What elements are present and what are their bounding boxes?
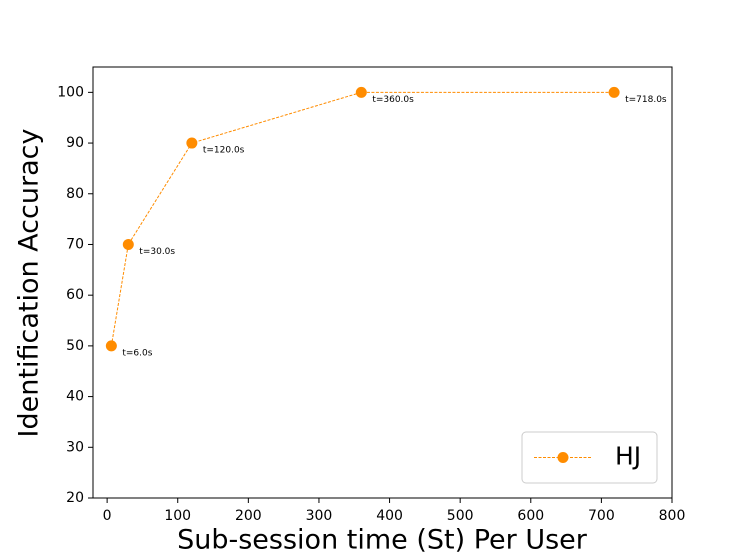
y-tick-label: 100 <box>57 84 84 100</box>
y-axis-label: Identification Accuracy <box>14 129 45 438</box>
y-tick-label: 50 <box>66 338 84 354</box>
x-tick-label: 700 <box>588 508 615 524</box>
legend-label: HJ <box>615 442 641 471</box>
y-tick-label: 20 <box>66 490 84 506</box>
x-tick-label: 500 <box>447 508 474 524</box>
y-tick-label: 80 <box>66 186 84 202</box>
point <box>608 86 620 98</box>
series-line <box>110 91 615 346</box>
point <box>122 238 134 250</box>
x-tick-label: 200 <box>235 508 262 524</box>
y-tick-label: 70 <box>66 236 84 252</box>
plot-frame <box>92 66 673 499</box>
point-annotation: t=120.0s <box>203 146 245 156</box>
point <box>105 340 117 352</box>
x-tick-label: 100 <box>164 508 191 524</box>
point-annotation: t=360.0s <box>372 95 414 105</box>
point <box>355 86 367 98</box>
y-tick-label: 90 <box>66 135 84 151</box>
legend-marker <box>557 452 569 463</box>
x-axis-label: Sub-session time (St) Per User <box>177 525 588 556</box>
x-tick-label: 300 <box>306 508 333 524</box>
point <box>186 137 198 149</box>
point-annotation: t=30.0s <box>139 247 175 257</box>
x-tick-label: 600 <box>517 508 544 524</box>
x-tick-label: 0 <box>103 508 112 524</box>
x-tick-label: 400 <box>376 508 403 524</box>
y-tick-label: 60 <box>66 287 84 303</box>
y-tick-label: 30 <box>66 439 84 455</box>
y-tick-label: 40 <box>66 389 84 405</box>
x-tick-label: 800 <box>659 508 686 524</box>
point-annotation: t=6.0s <box>122 348 152 358</box>
point-annotation: t=718.0s <box>625 95 667 105</box>
